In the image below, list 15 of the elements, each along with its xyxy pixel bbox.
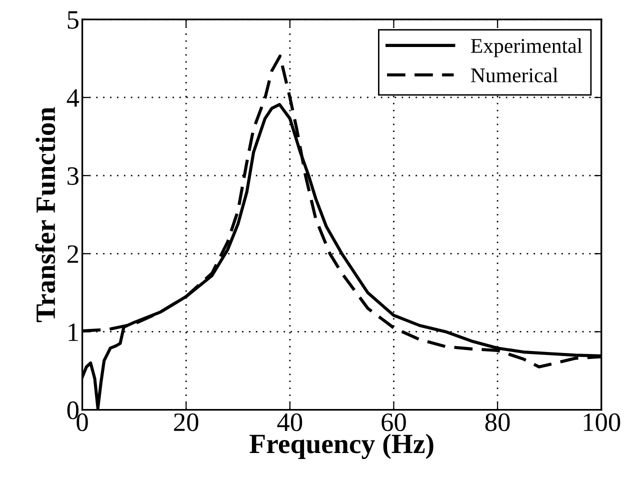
y-tick-label: 0 xyxy=(67,401,79,420)
x-tick-label: 80 xyxy=(485,413,510,432)
x-tick-label: 40 xyxy=(277,413,302,432)
x-axis-title: Frequency (Hz) xyxy=(250,434,434,460)
x-tick-label: 100 xyxy=(584,413,620,432)
y-tick-label: 3 xyxy=(68,167,78,185)
x-tick-label: 20 xyxy=(174,413,198,432)
y-tick-label: 4 xyxy=(66,89,80,107)
y-tick-label: 5 xyxy=(68,11,78,29)
legend-label: Experimental xyxy=(470,38,582,58)
y-tick-label: 1 xyxy=(68,323,78,341)
y-axis-title: Transfer Function xyxy=(35,107,56,322)
x-tick-label: 60 xyxy=(382,413,406,432)
legend-label: Numerical xyxy=(470,68,558,82)
y-tick-label: 2 xyxy=(67,245,78,263)
